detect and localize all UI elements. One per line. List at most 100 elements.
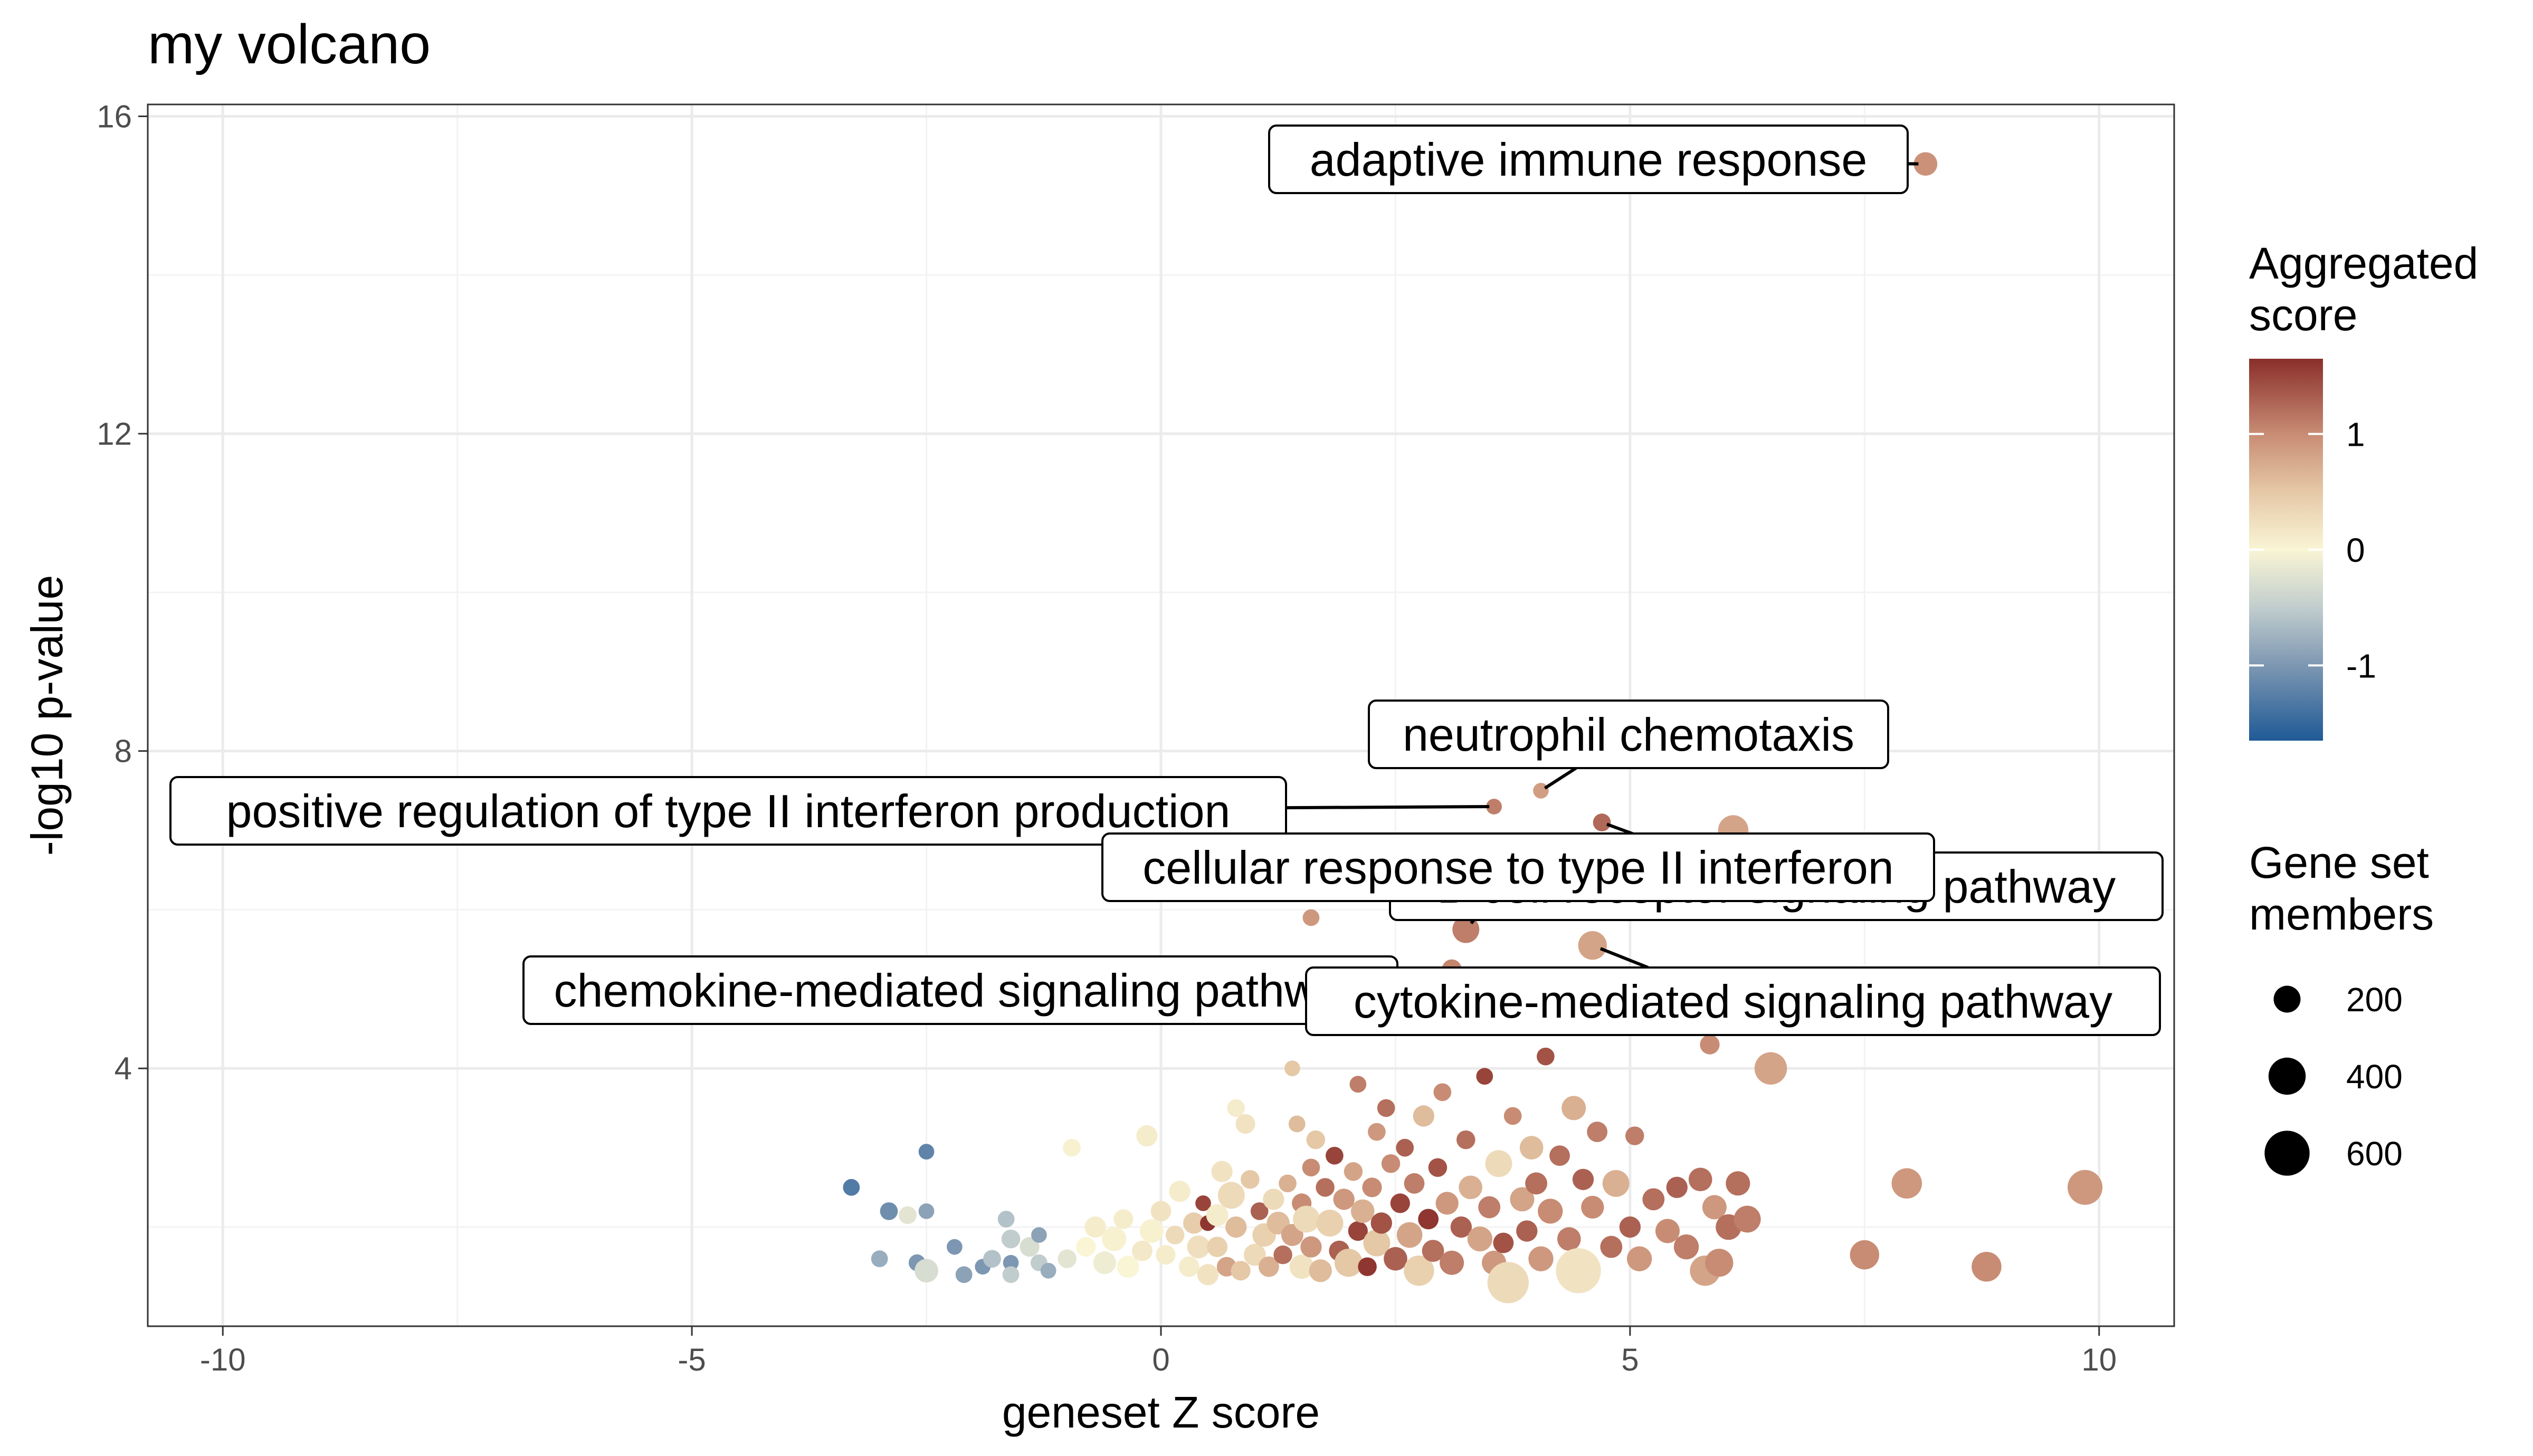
plot-title: my volcano	[148, 13, 431, 75]
data-point	[1284, 1060, 1300, 1077]
point-label-box	[1101, 832, 1935, 902]
data-point	[1418, 1209, 1439, 1230]
data-point	[1293, 1205, 1320, 1233]
data-point	[1306, 1130, 1326, 1150]
data-point	[1084, 1216, 1106, 1238]
data-point	[1593, 813, 1611, 831]
label-connector	[1544, 767, 1577, 790]
data-point	[1850, 1240, 1880, 1270]
data-point	[1334, 1249, 1363, 1277]
plot-panel: adaptive immune response neutrophil chemo…	[147, 103, 2175, 1327]
data-point	[1368, 1123, 1386, 1141]
labels-layer: adaptive immune response neutrophil chemo…	[169, 124, 2164, 1036]
data-point	[1139, 1219, 1164, 1243]
y-tick-label: 12	[97, 416, 132, 452]
data-point	[1913, 152, 1938, 176]
x-tick-label: -5	[678, 1342, 706, 1377]
data-point	[918, 1203, 935, 1219]
data-point	[1102, 1227, 1127, 1251]
data-point	[1178, 1256, 1199, 1277]
x-axis-title: geneset Z score	[1002, 1387, 1320, 1437]
data-point	[1002, 1266, 1020, 1283]
data-point	[1525, 1172, 1548, 1195]
data-point	[1413, 1105, 1434, 1127]
data-point	[1289, 1254, 1314, 1279]
data-point	[1726, 1171, 1750, 1196]
point-label: positive regulation of type II interfero…	[169, 776, 1287, 846]
data-point	[1493, 1232, 1514, 1253]
color-legend-title-line-1: Aggregated	[2249, 238, 2478, 288]
data-point	[1058, 1249, 1077, 1268]
data-point	[1705, 1249, 1734, 1277]
point-label-text: neutrophil chemotaxis	[1403, 708, 1854, 761]
size-legend-label: 400	[2346, 1058, 2403, 1096]
data-point	[1113, 1209, 1134, 1229]
point-label-box	[169, 776, 1287, 846]
data-point	[1362, 1177, 1382, 1198]
data-point	[1533, 783, 1549, 799]
color-legend-title-line-2: score	[2249, 290, 2357, 340]
data-point	[880, 1202, 898, 1220]
data-point	[1390, 1193, 1410, 1213]
data-point	[1557, 1227, 1581, 1251]
x-tick-label: 10	[2081, 1342, 2117, 1377]
data-point	[1227, 1099, 1245, 1117]
colorbar-tick-label: -1	[2346, 647, 2376, 685]
data-point	[1241, 1170, 1260, 1189]
data-point	[1150, 1201, 1172, 1222]
point-label-text: positive regulation of type II interfero…	[226, 785, 1231, 837]
data-point	[1972, 1251, 2002, 1282]
data-point	[997, 1211, 1015, 1228]
data-point	[2068, 1170, 2103, 1205]
data-point	[1300, 1236, 1322, 1258]
point-label-text: adaptive immune response	[1310, 133, 1868, 186]
data-point	[1316, 1178, 1335, 1197]
size-legend-dot	[2264, 1131, 2310, 1176]
data-point	[1302, 909, 1320, 926]
data-point	[1156, 1245, 1176, 1265]
data-point	[1235, 1114, 1255, 1134]
data-point	[1243, 1243, 1266, 1266]
data-point	[1302, 1158, 1320, 1177]
y-tick-label: 8	[115, 734, 132, 769]
y-axis-title: -log10 p-value	[22, 575, 72, 856]
data-point	[947, 1239, 963, 1255]
data-point	[1003, 1254, 1019, 1271]
data-point	[1435, 1192, 1459, 1215]
data-point	[1250, 1202, 1269, 1220]
data-point	[1309, 1259, 1332, 1282]
data-point	[1537, 1047, 1555, 1066]
points-layer	[843, 152, 2103, 1304]
data-point	[1396, 1138, 1414, 1157]
data-point	[1076, 1237, 1096, 1257]
data-point	[1132, 1240, 1153, 1261]
data-point	[1195, 1195, 1211, 1211]
data-point	[1063, 1138, 1081, 1157]
data-point	[1165, 1225, 1185, 1244]
point-label-box	[1305, 966, 2161, 1036]
data-point	[1231, 1261, 1251, 1281]
data-point	[1197, 1264, 1219, 1286]
data-point	[1344, 1162, 1363, 1181]
data-point	[1476, 1068, 1493, 1085]
data-point	[871, 1250, 888, 1268]
data-point	[1433, 1083, 1452, 1101]
data-point	[955, 1266, 973, 1283]
label-connector	[1285, 804, 1490, 810]
data-point	[1207, 1237, 1228, 1258]
data-point	[1225, 1216, 1247, 1238]
data-point	[1211, 1161, 1233, 1182]
size-legend-dot	[2268, 1057, 2306, 1095]
colorbar-tick-label: 0	[2346, 531, 2365, 569]
gridlines	[148, 104, 2174, 1326]
data-point	[1528, 1246, 1554, 1271]
data-point	[1666, 1176, 1688, 1199]
y-tick-label: 4	[115, 1051, 132, 1086]
data-point	[1516, 1220, 1538, 1242]
data-point	[1404, 1255, 1434, 1286]
y-axis: 4 8 12 16	[97, 99, 148, 1086]
data-point	[1627, 1246, 1652, 1271]
data-point	[1700, 1034, 1720, 1055]
data-point	[1440, 1250, 1464, 1275]
